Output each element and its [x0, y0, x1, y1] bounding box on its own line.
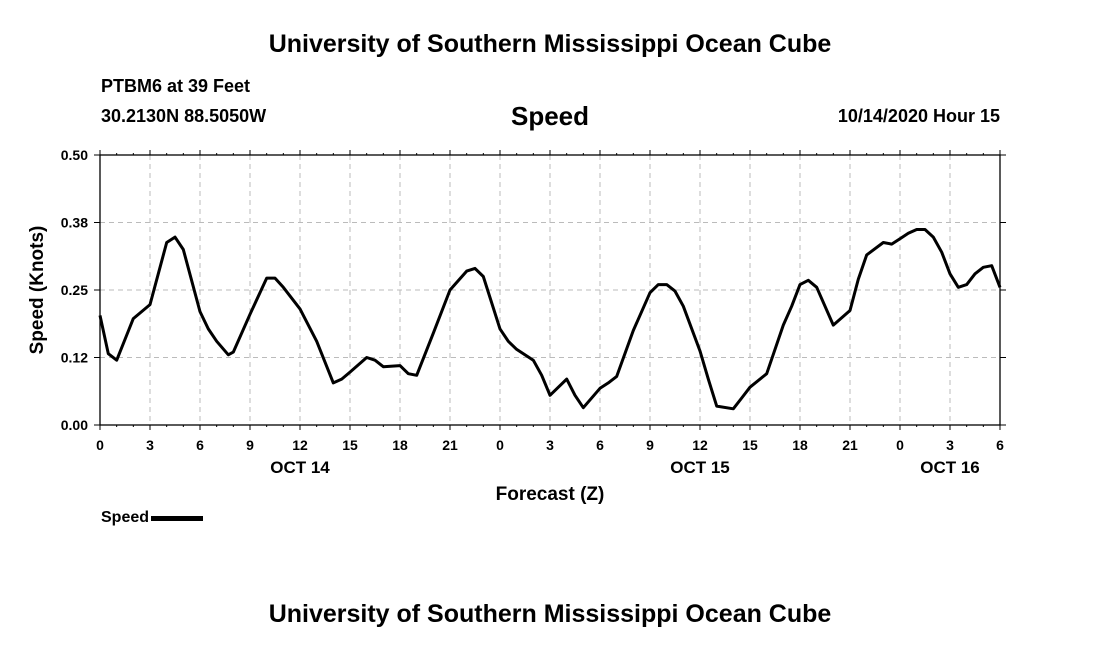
- y-tick-label: 0.00: [61, 417, 88, 433]
- date-label: OCT 16: [920, 458, 980, 477]
- station-label: PTBM6 at 39 Feet: [101, 76, 251, 96]
- date-label: OCT 14: [270, 458, 330, 477]
- x-tick-label: 15: [742, 437, 758, 453]
- x-tick-label: 6: [196, 437, 204, 453]
- x-tick-label: 18: [792, 437, 808, 453]
- legend-swatch: [151, 515, 204, 521]
- coordinates-label: 30.2130N 88.5050W: [101, 106, 267, 126]
- plot-frame: [99, 154, 1001, 426]
- x-tick-label: 9: [646, 437, 654, 453]
- tick-labels: 0 3 6 9 12 15 18 21 0 3 6 9 12 15 18 21 0 3 6 0.00 0.12 0.25 0…: [61, 147, 1004, 477]
- chart-title-top: University of Southern Mississippi Ocean…: [268, 30, 832, 58]
- run-time-label: 10/14/2020 Hour 15: [837, 106, 1000, 126]
- x-tick-label: 6: [996, 437, 1004, 453]
- x-tick-label: 3: [946, 437, 954, 453]
- x-tick-label: 0: [896, 437, 904, 453]
- x-tick-label: 15: [342, 437, 358, 453]
- x-tick-label: 18: [392, 437, 408, 453]
- legend-label: Speed: [101, 509, 150, 526]
- y-tick-label: 0.38: [61, 215, 88, 231]
- series-layer: [98, 228, 1002, 411]
- y-tick-label: 0.25: [61, 282, 88, 298]
- x-tick-label: 0: [96, 437, 104, 453]
- x-tick-label: 0: [496, 437, 504, 453]
- speed-series-line: [98, 228, 1002, 411]
- grid-lines: [100, 155, 1000, 425]
- date-label: OCT 15: [670, 458, 730, 477]
- y-tick-label: 0.12: [61, 350, 88, 366]
- x-tick-label: 12: [292, 437, 308, 453]
- y-axis-label: Speed (Knots): [27, 226, 48, 355]
- x-tick-label: 9: [246, 437, 254, 453]
- x-tick-label: 21: [442, 437, 458, 453]
- x-axis-label: Forecast (Z): [496, 484, 605, 505]
- y-tick-label: 0.50: [61, 147, 88, 163]
- x-tick-label: 3: [546, 437, 554, 453]
- x-tick-label: 21: [842, 437, 858, 453]
- x-tick-label: 12: [692, 437, 708, 453]
- variable-title: Speed: [510, 101, 590, 131]
- x-tick-label: 3: [146, 437, 154, 453]
- chart-title-bottom: University of Southern Mississippi Ocean…: [268, 600, 832, 628]
- x-tick-label: 6: [596, 437, 604, 453]
- legend: Speed: [101, 509, 204, 527]
